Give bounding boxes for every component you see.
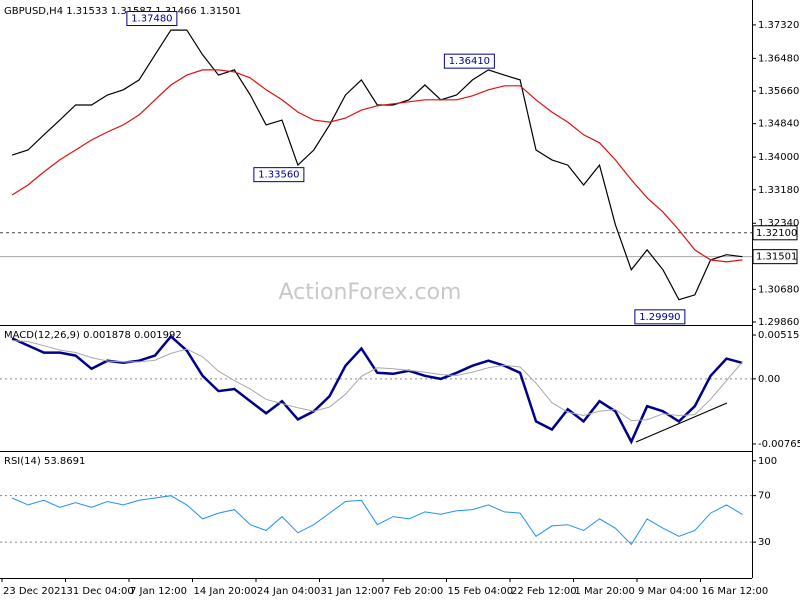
annotation-box bbox=[443, 53, 495, 69]
y-tick-label: 30 bbox=[758, 537, 771, 548]
price-label-box bbox=[752, 249, 798, 265]
x-tick-label: 31 Jan 12:00 bbox=[321, 586, 384, 597]
series-line bbox=[11, 495, 743, 546]
panel-title: GBPUSD,H4 1.31533 1.31587 1.31466 1.3150… bbox=[4, 6, 241, 17]
price-label-box bbox=[752, 225, 798, 241]
x-tick-label: 22 Feb 12:00 bbox=[511, 586, 577, 597]
x-tick-label: 31 Dec 04:00 bbox=[67, 586, 134, 597]
x-tick-label: 9 Mar 04:00 bbox=[638, 586, 698, 597]
annotation-label: 1.36410 bbox=[449, 56, 490, 67]
y-tick-label: 1.33180 bbox=[758, 185, 799, 196]
y-tick-label: 1.34000 bbox=[758, 152, 799, 163]
panel-title: RSI(14) 53.8691 bbox=[4, 456, 85, 467]
price-label: 1.31501 bbox=[756, 252, 797, 263]
y-tick-label: 70 bbox=[758, 491, 771, 502]
annotation-label: 1.33560 bbox=[258, 170, 299, 181]
panel-title: MACD(12,26,9) 0.001878 0.001992 bbox=[4, 330, 182, 341]
y-tick-label: 1.34840 bbox=[758, 119, 799, 130]
x-tick-label: 16 Mar 12:00 bbox=[702, 586, 769, 597]
annotation-label: 1.29990 bbox=[639, 312, 680, 323]
watermark: ActionForex.com bbox=[279, 280, 462, 305]
y-tick-label: 100 bbox=[758, 456, 777, 467]
y-tick-label: 1.36480 bbox=[758, 53, 799, 64]
x-tick-label: 23 Dec 2021 bbox=[3, 586, 67, 597]
annotation-label: 1.37480 bbox=[131, 14, 172, 25]
annotation-box bbox=[126, 11, 178, 27]
x-tick-label: 7 Jan 12:00 bbox=[130, 586, 187, 597]
annotation-box bbox=[634, 309, 686, 325]
series-line bbox=[11, 69, 743, 263]
y-tick-label: 0.005152 bbox=[758, 330, 800, 341]
series-line bbox=[12, 340, 743, 422]
x-tick-label: 15 Feb 04:00 bbox=[448, 586, 514, 597]
y-tick-label: 1.37320 bbox=[758, 20, 799, 31]
y-tick-label: 1.35660 bbox=[758, 86, 799, 97]
annotation-box bbox=[253, 167, 305, 183]
x-tick-label: 7 Feb 20:00 bbox=[384, 586, 443, 597]
trend-line bbox=[635, 402, 728, 443]
series-line bbox=[11, 29, 743, 301]
x-tick-label: 1 Mar 20:00 bbox=[575, 586, 635, 597]
series-line bbox=[11, 334, 743, 445]
y-tick-label: 1.32340 bbox=[758, 218, 799, 229]
y-tick-label: 1.29860 bbox=[758, 317, 799, 328]
price-label: 1.32100 bbox=[756, 228, 797, 239]
y-tick-label: 1.30680 bbox=[758, 284, 799, 295]
y-tick-label: 0.00 bbox=[758, 374, 780, 385]
y-tick-label: -0.00765 bbox=[758, 439, 800, 450]
x-tick-label: 14 Jan 20:00 bbox=[194, 586, 257, 597]
x-tick-label: 24 Jan 04:00 bbox=[257, 586, 320, 597]
